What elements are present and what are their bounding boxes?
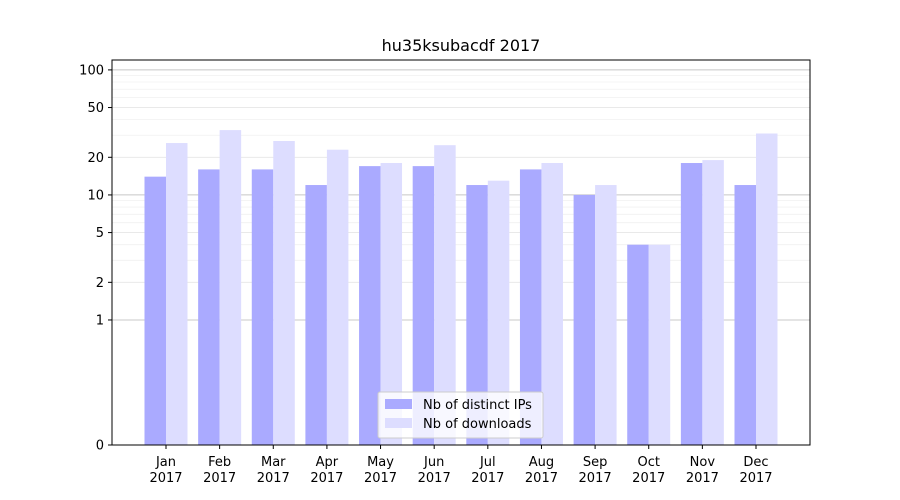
bar-distinct-ips (359, 166, 381, 445)
x-tick-label: 2017 (525, 471, 558, 486)
bar-downloads (326, 149, 349, 446)
bar-distinct-ips (412, 166, 435, 445)
bar-downloads (487, 180, 510, 445)
legend-label: Nb of distinct IPs (423, 398, 532, 413)
x-tick-label: 2017 (149, 471, 182, 486)
bar-downloads (702, 160, 724, 445)
x-tick-label: Nov (690, 455, 716, 470)
y-tick-label: 1 (96, 313, 104, 328)
x-tick-label: 2017 (632, 471, 665, 486)
x-tick-label: 2017 (471, 471, 504, 486)
y-tick-label: 5 (96, 226, 104, 241)
x-tick-label: Apr (316, 455, 339, 470)
chart-title: hu35ksubacdf 2017 (382, 36, 541, 55)
bar-distinct-ips (734, 185, 756, 445)
bar-distinct-ips (305, 185, 327, 445)
bar-distinct-ips (466, 185, 488, 445)
x-tick-label: 2017 (686, 471, 719, 486)
y-tick-label: 50 (87, 101, 104, 116)
bar-distinct-ips (627, 244, 649, 445)
bar-distinct-ips (198, 169, 220, 445)
y-tick-label: 10 (87, 188, 104, 203)
x-tick-label: 2017 (203, 471, 236, 486)
bar-distinct-ips (573, 194, 596, 445)
x-tick-label: May (367, 455, 394, 470)
x-tick-label: Aug (529, 455, 554, 470)
bar-distinct-ips (519, 169, 542, 445)
bar-downloads (595, 185, 617, 445)
y-tick-label: 0 (96, 439, 104, 454)
x-tick-label: Jul (479, 455, 496, 470)
legend-swatch (385, 399, 412, 409)
y-tick-label: 100 (79, 63, 104, 78)
bar-downloads (380, 163, 403, 445)
bar-distinct-ips (680, 163, 703, 445)
bar-downloads (756, 133, 778, 445)
x-tick-label: Dec (743, 455, 768, 470)
y-tick-label: 20 (87, 151, 104, 166)
bar-distinct-ips (144, 176, 166, 445)
x-tick-label: 2017 (739, 471, 772, 486)
legend-swatch (385, 418, 412, 428)
bar-downloads (434, 145, 456, 445)
bar-downloads (166, 143, 188, 445)
x-tick-label: Mar (261, 455, 286, 470)
bar-downloads (648, 244, 671, 445)
bar-downloads (541, 163, 563, 445)
y-tick-label: 2 (96, 276, 104, 291)
bar-distinct-ips (251, 169, 274, 445)
legend: Nb of distinct IPs Nb of downloads (377, 391, 544, 439)
x-tick-label: Oct (637, 455, 659, 470)
legend-label: Nb of downloads (423, 417, 532, 432)
x-tick-label: Feb (208, 455, 231, 470)
bar-downloads (273, 140, 295, 445)
y-axis: 0 1 2 5 10 20 50 100 (79, 63, 112, 454)
x-tick-label: Sep (583, 455, 608, 470)
x-tick-label: 2017 (257, 471, 290, 486)
x-tick-label: Jan (155, 455, 176, 470)
plot-frame (111, 59, 811, 446)
x-tick-label: 2017 (364, 471, 397, 486)
bars-layer (144, 130, 778, 446)
x-axis: Jan2017Feb2017Mar2017Apr2017May2017Jun20… (149, 445, 773, 486)
x-tick-label: 2017 (310, 471, 343, 486)
x-tick-label: 2017 (418, 471, 451, 486)
x-tick-label: 2017 (579, 471, 612, 486)
legend-box (377, 391, 544, 439)
x-tick-label: Jun (423, 455, 444, 470)
bar-downloads (219, 130, 242, 445)
